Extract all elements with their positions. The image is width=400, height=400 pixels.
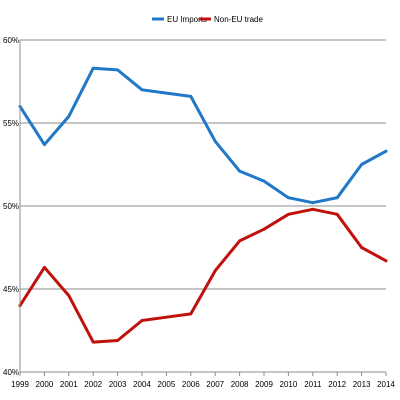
data-point: [116, 68, 119, 72]
data-point: [384, 149, 388, 153]
x-tick-label: 2012: [328, 380, 346, 389]
legend-item: Non-EU trade: [199, 15, 263, 24]
x-tick-label: 2003: [109, 380, 127, 389]
data-point: [91, 340, 95, 344]
x-tick-label: 2013: [353, 380, 371, 389]
data-point: [311, 201, 315, 205]
y-axis: 60% 55% 50% 45% 40%: [3, 36, 21, 377]
data-point: [165, 91, 168, 95]
x-axis: 1999 2000 2001 2002 2003 2004 2005 2006 2007 2008…: [11, 371, 395, 389]
data-point: [262, 179, 266, 183]
series-layer: [18, 66, 388, 344]
y-tick-label: 50%: [3, 202, 19, 211]
data-point: [213, 139, 217, 143]
y-tick-label: 40%: [3, 368, 19, 377]
grid: [20, 39, 386, 373]
data-point: [165, 315, 168, 319]
data-point: [43, 266, 46, 269]
x-tick-label: 2009: [255, 380, 273, 389]
legend-item: EU Imports: [152, 15, 207, 24]
y-tick-label: 55%: [3, 119, 19, 128]
x-tick-label: 2010: [280, 380, 298, 389]
data-point: [116, 339, 119, 342]
legend-label: EU Imports: [167, 15, 207, 24]
x-tick-label: 2005: [158, 380, 176, 389]
data-point: [287, 196, 290, 200]
x-tick-label: 2001: [60, 380, 78, 389]
x-tick-label: 2014: [377, 380, 395, 389]
data-point: [287, 212, 290, 216]
legend: EU Imports Non-EU trade: [152, 15, 263, 24]
data-point: [360, 163, 363, 166]
data-point: [67, 115, 71, 118]
x-tick-label: 2006: [182, 380, 200, 389]
x-tick-label: 2000: [36, 380, 54, 389]
data-point: [335, 212, 339, 216]
data-point: [213, 269, 217, 273]
data-point: [140, 88, 144, 92]
data-point: [91, 66, 95, 70]
series-line-eu-imports: [18, 66, 388, 205]
data-point: [335, 196, 339, 200]
data-point: [262, 227, 266, 231]
data-point: [67, 294, 71, 297]
x-tick-label: 2004: [133, 380, 151, 389]
data-point: [140, 319, 144, 322]
x-tick-label: 2008: [231, 380, 249, 389]
data-point: [189, 312, 193, 316]
legend-label: Non-EU trade: [214, 15, 263, 24]
y-tick-label: 45%: [3, 285, 19, 294]
y-tick-label: 60%: [3, 36, 19, 45]
x-tick-label: 1999: [11, 380, 29, 389]
series-line-non-eu-trade: [18, 207, 388, 344]
data-point: [384, 259, 388, 263]
data-point: [189, 95, 193, 98]
data-point: [238, 239, 242, 243]
data-point: [43, 143, 46, 147]
data-point: [238, 169, 242, 173]
data-point: [360, 246, 363, 249]
x-tick-label: 2007: [206, 380, 224, 389]
data-point: [311, 207, 315, 211]
x-tick-label: 2002: [84, 380, 102, 389]
x-tick-label: 2011: [304, 380, 322, 389]
